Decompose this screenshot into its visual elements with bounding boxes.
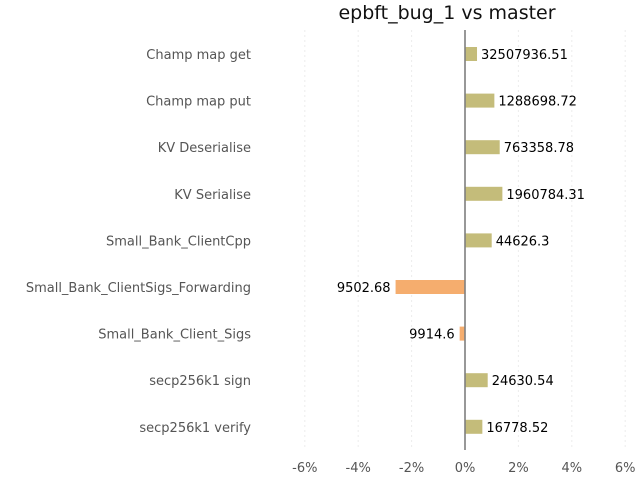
data-label: 9502.68 [337,281,391,296]
bar [465,233,492,248]
x-tick-label: -6% [292,461,317,476]
data-label: 1288698.72 [498,95,577,110]
category-label: Small_Bank_ClientSigs_Forwarding [26,281,251,296]
category-labels: Champ map get Champ map put KV Deserialise… [26,48,251,436]
category-label: Small_Bank_ClientCpp [106,234,251,249]
bar [395,280,465,294]
x-tick-label: -2% [399,461,424,476]
category-label: secp256k1 verify [139,421,251,436]
x-tick-label: 0% [455,461,476,476]
data-label: 44626.3 [496,234,550,249]
bar [465,93,495,108]
bars [395,47,503,434]
category-label: Small_Bank_Client_Sigs [98,328,251,343]
bar [465,186,503,201]
x-axis-ticks: -6% -4% -2% 0% 2% 4% 6% [292,461,635,476]
bar [465,373,488,388]
data-label: 763358.78 [504,141,574,156]
x-tick-label: -4% [346,461,371,476]
bar [459,326,465,341]
data-label: 16778.52 [486,421,548,436]
data-label: 9914.6 [409,328,455,343]
chart-title: epbft_bug_1 vs master [338,2,555,24]
category-label: Champ map put [146,95,251,110]
data-labels: 32507936.51 1288698.72 763358.78 1960784.31… [337,48,585,436]
bar [465,419,483,434]
grid-lines [304,30,626,450]
x-tick-label: 2% [508,461,529,476]
data-label: 1960784.31 [506,188,585,203]
bar [465,140,500,155]
x-tick-label: 6% [615,461,636,476]
data-label: 24630.54 [492,374,554,389]
data-label: 32507936.51 [481,48,568,63]
category-label: secp256k1 sign [149,374,251,389]
bar [465,47,478,61]
category-label: KV Serialise [174,188,251,203]
category-label: KV Deserialise [158,141,251,156]
x-tick-label: 4% [561,461,582,476]
category-label: Champ map get [146,48,251,63]
